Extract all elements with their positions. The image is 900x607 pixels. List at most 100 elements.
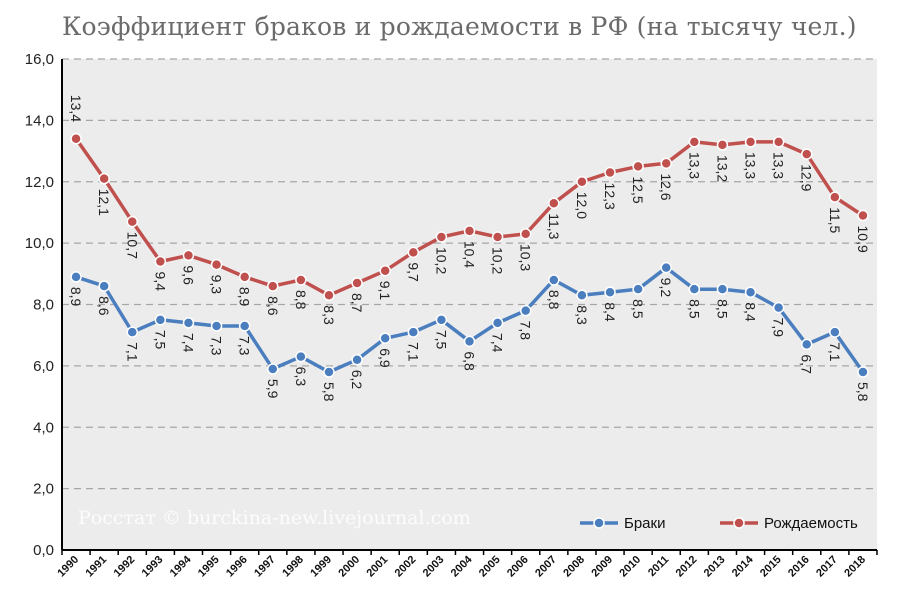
data-label: 7,5: [152, 330, 168, 350]
y-tick-label: 14,0: [25, 112, 54, 129]
x-tick-label: 2012: [674, 554, 700, 580]
data-label: 8,8: [293, 290, 309, 310]
y-tick-label: 12,0: [25, 174, 54, 191]
data-point: [744, 136, 757, 148]
data-point: [632, 160, 644, 173]
data-label: 11,5: [827, 207, 843, 233]
data-point: [772, 136, 785, 148]
data-point: [351, 353, 363, 366]
legend-label: Браки: [624, 515, 665, 532]
data-point: [210, 320, 223, 332]
legend-label: Рождаемость: [764, 515, 858, 532]
chart-title: Коэффициент браков и рождаемости в РФ (н…: [62, 12, 857, 41]
data-point: [70, 133, 82, 145]
data-point: [351, 277, 363, 289]
data-label: 7,4: [490, 333, 506, 353]
data-point: [182, 317, 195, 329]
data-point: [379, 332, 391, 345]
data-label: 8,4: [602, 302, 618, 322]
x-tick-label: 2014: [730, 553, 756, 579]
data-label: 12,9: [799, 164, 815, 191]
y-tick-label: 16,0: [25, 51, 54, 68]
data-point: [126, 326, 139, 338]
data-point: [716, 283, 729, 295]
data-point: [772, 301, 785, 314]
x-tick-label: 2011: [646, 554, 671, 579]
data-point: [435, 314, 448, 326]
data-label: 13,3: [686, 152, 702, 179]
data-label: 8,6: [265, 296, 281, 316]
x-tick-label: 1995: [196, 554, 222, 580]
data-label: 12,5: [630, 176, 646, 203]
data-point: [182, 249, 195, 262]
data-point: [238, 320, 251, 332]
data-point: [323, 289, 335, 302]
data-label: 8,5: [630, 299, 646, 319]
data-label: 6,8: [462, 351, 478, 371]
x-tick-label: 2013: [702, 554, 728, 580]
data-point: [379, 264, 391, 277]
data-point: [126, 215, 139, 228]
x-tick-label: 1993: [140, 554, 166, 580]
x-tick-label: 2004: [449, 553, 475, 579]
data-label: 8,3: [574, 305, 590, 325]
x-tick-label: 2008: [561, 554, 587, 580]
x-tick-label: 2000: [336, 554, 362, 580]
data-label: 7,8: [518, 321, 534, 341]
data-label: 7,1: [405, 342, 421, 362]
data-label: 8,7: [349, 293, 365, 313]
y-tick-label: 0,0: [33, 542, 54, 559]
x-tick-label: 1994: [168, 553, 194, 579]
data-point: [491, 317, 504, 329]
data-label: 7,9: [771, 318, 787, 338]
data-label: 9,3: [209, 275, 225, 295]
x-tick-label: 1996: [224, 554, 250, 580]
data-label: 13,3: [771, 152, 787, 179]
watermark-text: Росстат © burckina-new.livejournal.com: [78, 507, 471, 529]
data-point: [576, 289, 588, 302]
data-label: 7,3: [237, 336, 253, 356]
data-point: [463, 335, 476, 348]
y-tick-label: 2,0: [33, 481, 54, 498]
data-label: 12,3: [602, 183, 618, 210]
data-label: 6,7: [799, 354, 815, 374]
data-label: 8,9: [68, 287, 84, 307]
data-point: [154, 255, 167, 268]
data-label: 12,6: [658, 173, 674, 200]
data-label: 5,8: [321, 382, 337, 402]
data-label: 9,4: [152, 272, 168, 292]
data-point: [857, 366, 869, 378]
data-label: 8,6: [96, 296, 112, 316]
data-point: [604, 286, 616, 298]
data-label: 6,2: [349, 370, 365, 390]
data-point: [604, 166, 616, 179]
legend-marker: [733, 517, 745, 529]
x-tick-label: 2002: [393, 554, 419, 580]
data-point: [744, 286, 757, 298]
data-point: [829, 326, 841, 338]
x-tick-label: 2010: [617, 554, 643, 580]
data-label: 8,5: [714, 299, 730, 319]
data-point: [210, 258, 223, 271]
data-point: [688, 136, 701, 148]
data-label: 9,7: [405, 262, 421, 282]
data-label: 9,2: [658, 278, 674, 298]
data-point: [295, 274, 307, 286]
data-point: [295, 350, 307, 363]
x-tick-label: 2018: [842, 554, 868, 580]
data-point: [267, 363, 279, 375]
data-point: [435, 231, 448, 243]
data-point: [716, 139, 729, 151]
legend-marker: [593, 517, 605, 529]
x-tick-label: 2015: [758, 554, 784, 580]
x-tick-label: 2009: [589, 554, 615, 580]
data-label: 10,9: [855, 226, 871, 253]
data-point: [660, 261, 672, 274]
data-point: [407, 246, 420, 259]
data-point: [576, 176, 588, 188]
data-point: [632, 283, 644, 295]
data-point: [829, 191, 841, 203]
data-point: [519, 304, 532, 317]
data-label: 7,3: [209, 336, 225, 356]
data-point: [98, 172, 110, 185]
